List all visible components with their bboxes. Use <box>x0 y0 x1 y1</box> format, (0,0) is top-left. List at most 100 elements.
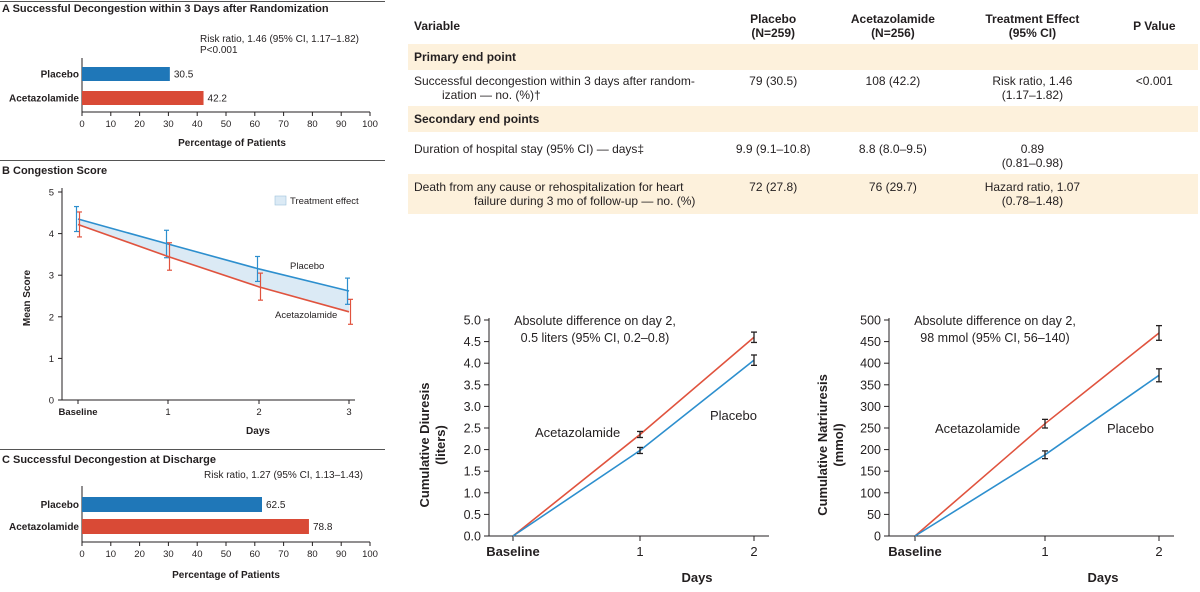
panel-c-x-tick-label: 10 <box>106 549 117 560</box>
panel-c-bar-placebo <box>82 497 262 512</box>
treatment-effect-band <box>78 219 349 312</box>
panel-a-category-label: Acetazolamide <box>9 94 79 105</box>
panel-c-value-label: 78.8 <box>313 522 333 533</box>
panel-a-value-label: 30.5 <box>174 70 194 81</box>
panel-b-xlabel: Days <box>246 426 270 437</box>
panel-b-y-tick-label: 1 <box>49 354 54 365</box>
panel-b-x-tick-label: 3 <box>346 407 351 418</box>
natriuresis-y-tick-label: 200 <box>860 443 881 457</box>
diuresis-y-tick-label: 0.5 <box>464 508 481 522</box>
panel-c-x-tick-label: 100 <box>362 549 378 560</box>
header-variable: Variable <box>414 19 461 33</box>
panel-a-annotation-2: P<0.001 <box>200 45 238 56</box>
panel-b-x-tick-label: 2 <box>256 407 261 418</box>
panel-a-x-tick-label: 100 <box>362 119 378 130</box>
panel-c-x-tick-label: 70 <box>278 549 289 560</box>
natriuresis-annotation-2: 98 mmol (95% CI, 56–140) <box>920 331 1069 345</box>
natriuresis-y-tick-label: 250 <box>860 422 881 436</box>
panel-b-title: B Congestion Score <box>2 165 108 177</box>
diuresis-ylabel-1: Cumulative Diuresis <box>417 383 432 508</box>
panel-b-top-rule <box>0 160 385 161</box>
natriuresis-line-placebo <box>914 374 1160 537</box>
panel-c-x-tick-label: 0 <box>79 549 84 560</box>
panel-b-y-tick-label: 0 <box>49 396 54 407</box>
panel-c-x-tick-label: 30 <box>163 549 174 560</box>
natriuresis-y-tick-label: 500 <box>860 314 881 328</box>
panel-c-x-tick-label: 60 <box>250 549 261 560</box>
table-header-row: Variable Placebo (N=259) Acetazolamide (N=… <box>408 6 1198 44</box>
panel-a-bar-placebo <box>82 67 170 81</box>
panel-c-category-label: Placebo <box>41 500 79 511</box>
diuresis-y-tick-label: 3.0 <box>464 400 481 414</box>
panel-a-xlabel: Percentage of Patients <box>178 138 286 149</box>
panel-a-top-rule <box>0 1 385 2</box>
panel-a-title: A Successful Decongestion within 3 Days … <box>2 3 329 15</box>
panel-b-y-tick-label: 4 <box>49 229 54 240</box>
diuresis-x-tick-label: 2 <box>750 544 757 559</box>
panel-c-x-tick-label: 80 <box>307 549 318 560</box>
panel-b-label-acetazolamide: Acetazolamide <box>275 310 337 321</box>
treatment-effect-legend-label: Treatment effect <box>290 196 359 207</box>
table-row: Death from any cause or rehospitalizatio… <box>408 174 1198 214</box>
natriuresis-y-tick-label: 100 <box>860 486 881 500</box>
natriuresis-xlabel: Days <box>1087 570 1118 585</box>
diuresis-y-tick-label: 3.5 <box>464 378 481 392</box>
diuresis-y-tick-label: 0.0 <box>464 530 481 544</box>
diuresis-y-tick-label: 4.0 <box>464 357 481 371</box>
diuresis-ylabel-2: (liters) <box>433 425 448 465</box>
panel-c-xlabel: Percentage of Patients <box>172 570 280 581</box>
panel-a-x-tick-label: 40 <box>192 119 203 130</box>
panel-b-label-placebo: Placebo <box>290 261 324 272</box>
diuresis-y-tick-label: 1.0 <box>464 486 481 500</box>
natriuresis-label-placebo: Placebo <box>1107 421 1154 436</box>
treatment-effect-legend-swatch <box>274 195 287 206</box>
diuresis-x-tick-label: Baseline <box>486 544 539 559</box>
natriuresis-y-tick-label: 300 <box>860 400 881 414</box>
panel-a-x-tick-label: 50 <box>221 119 232 130</box>
results-table: Variable Placebo (N=259) Acetazolamide (N=… <box>408 6 1198 214</box>
diuresis-y-tick-label: 2.0 <box>464 443 481 457</box>
natriuresis-x-tick-label: Baseline <box>888 544 941 559</box>
panel-c-annotation: Risk ratio, 1.27 (95% CI, 1.13–1.43) <box>204 470 363 481</box>
panel-c-chart: Risk ratio, 1.27 (95% CI, 1.13–1.43) Per… <box>9 470 378 581</box>
natriuresis-y-tick-label: 400 <box>860 357 881 371</box>
table-section-primary: Primary end point <box>408 44 1198 70</box>
table-row: Duration of hospital stay (95% CI) — day… <box>414 142 1064 170</box>
diuresis-y-tick-label: 2.5 <box>464 422 481 436</box>
header-p-value: P Value <box>1133 19 1176 33</box>
panel-b-line-placebo <box>77 218 350 292</box>
panel-a-x-tick-label: 70 <box>278 119 289 130</box>
diuresis-x-tick-label: 1 <box>636 544 643 559</box>
natriuresis-y-tick-label: 450 <box>860 335 881 349</box>
natriuresis-y-tick-label: 0 <box>874 530 881 544</box>
diuresis-y-tick-label: 4.5 <box>464 335 481 349</box>
natriuresis-ylabel-2: (mmol) <box>831 423 846 466</box>
panel-a-x-tick-label: 10 <box>106 119 117 130</box>
diuresis-annotation-2: 0.5 liters (95% CI, 0.2–0.8) <box>521 331 670 345</box>
panel-c-x-tick-label: 90 <box>336 549 347 560</box>
panel-a-x-tick-label: 80 <box>307 119 318 130</box>
panel-c-x-tick-label: 20 <box>134 549 145 560</box>
panel-c-value-label: 62.5 <box>266 500 286 511</box>
header-treatment-effect: Treatment Effect (95% CI) <box>985 12 1080 40</box>
panel-b-ylabel: Mean Score <box>22 269 33 326</box>
diuresis-y-tick-label: 5.0 <box>464 314 481 328</box>
natriuresis-annotation-1: Absolute difference on day 2, <box>914 314 1076 328</box>
panel-b-x-tick-label: 1 <box>165 407 170 418</box>
panel-b-line-acetazolamide <box>77 223 350 313</box>
panel-c-x-tick-label: 40 <box>192 549 203 560</box>
panel-a-x-tick-label: 0 <box>79 119 84 130</box>
natriuresis-y-tick-label: 350 <box>860 378 881 392</box>
natriuresis-x-tick-label: 1 <box>1041 544 1048 559</box>
diuresis-y-tick-label: 1.5 <box>464 465 481 479</box>
panel-a-bar-acetazolamide <box>82 91 204 105</box>
natriuresis-chart: Cumulative Natriuresis (mmol) Absolute d… <box>815 314 1174 585</box>
natriuresis-y-tick-label: 50 <box>867 508 881 522</box>
panel-b-x-tick-label: Baseline <box>58 407 97 418</box>
panel-a-chart: Risk ratio, 1.46 (95% CI, 1.17–1.82) P<0… <box>9 34 378 149</box>
diuresis-label-placebo: Placebo <box>710 408 757 423</box>
panel-c-title: C Successful Decongestion at Discharge <box>2 454 216 466</box>
panel-a-category-label: Placebo <box>41 70 79 81</box>
table-row: Successful decongestion within 3 days af… <box>414 74 1173 102</box>
panel-a-x-tick-label: 90 <box>336 119 347 130</box>
